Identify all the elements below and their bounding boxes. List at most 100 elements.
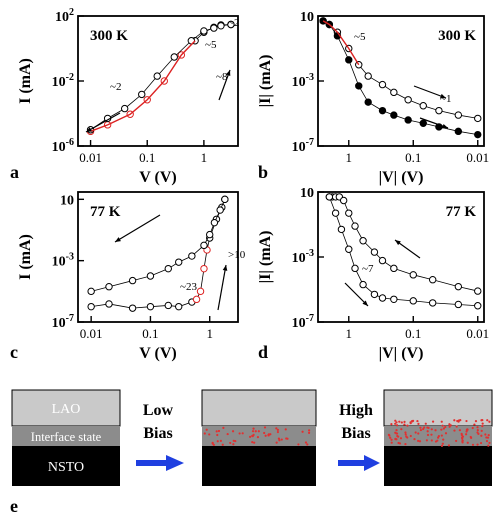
y-tick-label: 10-7 [292,137,314,155]
x-axis-label: |V| (V) [379,345,424,362]
y-tick-label: 10-3 [52,252,74,270]
panel-d: 1 0.1 0.01 10-7 10-3 10 |V| (V) |I| (mA) 77 K ~7 [257,186,489,362]
defect-dot [267,434,270,437]
data-point [345,209,353,217]
slope-annotation: ~1 [440,93,451,105]
data-point [390,295,398,303]
data-point [105,283,113,291]
defect-dot [481,422,484,425]
sweep-arrow-icon [114,214,161,243]
defect-dot [304,441,308,444]
y-axis-label: |I| (mA) [257,231,274,284]
data-point [345,245,353,253]
arrow-head [222,265,228,271]
data-point [345,56,353,64]
defect-dot [276,428,280,431]
defect-dot [231,430,235,433]
defect-dot [458,429,462,432]
panel-label-a: a [10,162,19,182]
temperature-label: 300 K [90,28,128,44]
defect-dot [431,420,435,423]
defects-low-bias [203,426,311,446]
defect-dot [423,426,426,429]
defect-dot [263,431,266,435]
defect-dot [232,439,235,442]
fit-line [322,20,360,66]
data-point [351,264,359,273]
defect-dot [203,432,206,435]
data-point [378,106,387,115]
defect-dot [212,443,215,446]
y-tick-label: 10-3 [292,248,314,266]
data-point [454,111,463,119]
defect-dot [251,430,255,433]
interface-label: Interface state [31,430,102,444]
x-tick-label: 1 [346,326,353,341]
defect-dot [399,437,403,440]
defect-dot [430,428,433,431]
data-point [153,72,161,80]
data-point [364,98,372,106]
defect-dot [390,441,393,444]
nsto-layer-low [202,446,316,486]
data-point [192,295,201,304]
defect-dot [285,437,288,440]
defect-dot [278,439,281,442]
slope-annotation: ~5 [354,31,366,43]
data-point [164,264,172,273]
defect-dot [404,443,407,446]
data-point [351,222,359,230]
data-point [428,276,437,284]
defect-dot [440,444,444,447]
defect-dot [434,440,438,443]
y-tick-label: 10-7 [292,313,314,331]
data-point [454,127,463,136]
data-point [200,27,208,35]
defect-dot [395,432,398,435]
defect-dot [417,432,420,435]
defect-dot [444,425,447,429]
defect-dot [397,435,400,438]
data-point [378,80,387,89]
defect-dot [215,430,218,433]
defect-dot [398,420,401,423]
defect-dot [389,436,392,439]
data-point [370,248,379,256]
interface-layer-low [202,426,316,446]
slope-annotation: >10 [228,249,246,261]
data-point [227,20,235,29]
x-tick-label: 1 [201,150,208,165]
slope-annotation: ~7 [362,263,374,275]
data-point [87,287,95,296]
data-point [359,237,367,245]
defect-dot [485,439,489,443]
data-point [454,282,463,291]
data-point [404,96,412,104]
data-point [370,290,379,299]
defect-dot [253,441,256,444]
defect-dot [488,420,491,423]
sweep-arrow-icon [217,264,227,311]
defect-dot [414,431,417,434]
data-point [120,104,129,113]
defect-dot [418,440,422,443]
data-point [128,276,137,285]
data-point [146,272,155,280]
y-tick-label: 10-6 [52,137,74,155]
data-point [419,102,427,110]
data-point [200,264,208,273]
defect-dot [448,423,451,426]
defect-dot [456,419,459,423]
data-point [404,116,412,124]
data-point [319,17,327,25]
panel-label-d: d [258,342,268,362]
defect-dot [425,439,428,442]
lao-label: LAO [52,402,81,417]
nsto-layer [12,446,120,486]
defect-dot [263,426,267,429]
x-tick-label: 0.01 [466,326,489,341]
defect-dot [442,438,445,441]
defect-dot [395,429,398,432]
plots-group: 0.01 0.1 1 10-6 10-2 102 V (V) I (mA) 300 K ~2 ~5 ~… [17,7,489,362]
